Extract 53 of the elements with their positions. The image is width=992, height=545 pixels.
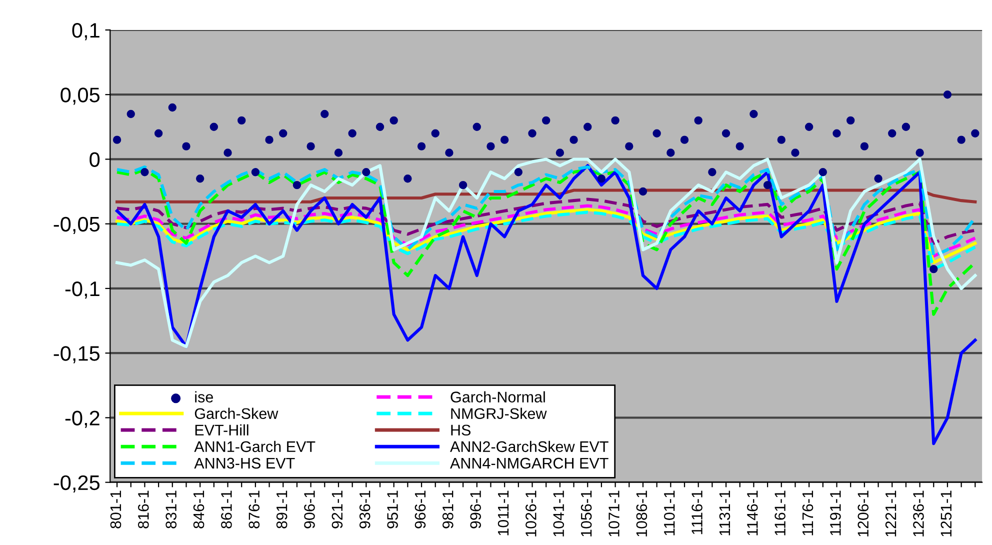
x-tick-label: 996-1 [470, 490, 481, 528]
x-tick-label: 906-1 [304, 490, 315, 528]
x-tick-label: 846-1 [193, 490, 204, 528]
legend-label: ANN3-HS EVT [194, 458, 295, 469]
y-tick-label: 0,1 [72, 22, 100, 40]
y-tick-label: 0 [90, 152, 100, 167]
x-tick-label: 1161-1 [774, 490, 786, 536]
y-tick-label: -0,2 [65, 410, 100, 428]
x-tick-label: 1206-1 [858, 490, 869, 536]
x-tick-label: 1131-1 [719, 490, 730, 536]
x-tick-label: 876-1 [248, 490, 260, 528]
x-tick-label: 1011-1 [498, 490, 509, 536]
y-tick-label: -0,25 [54, 475, 100, 493]
line-series [116, 198, 977, 245]
x-tick-label: 921-1 [332, 490, 343, 528]
legend-label: Garch-Skew [194, 408, 278, 420]
legend-label: ANN1-Garch EVT [194, 440, 316, 452]
y-tick-label: -0,05 [54, 216, 100, 234]
legend-label: ise [195, 391, 213, 402]
x-tick-label: 1071-1 [608, 490, 620, 536]
legend-label: NMGRJ-Skew [451, 408, 547, 420]
x-tick-label: 966-1 [414, 490, 426, 528]
x-tick-label: 1236-1 [913, 490, 924, 536]
x-tick-label: 1191-1 [830, 490, 841, 536]
x-tick-label: 1176-1 [802, 490, 814, 536]
x-tick-label: 1251-1 [940, 490, 952, 536]
y-tick-label: -0,1 [65, 281, 100, 299]
x-tick-label: 1056-1 [580, 490, 592, 536]
legend-label: Garch-Normal [450, 391, 545, 402]
x-tick-label: 981-1 [442, 490, 454, 528]
x-tick-label: 936-1 [359, 490, 370, 528]
line-series [116, 158, 977, 348]
x-tick-label: 1026-1 [526, 490, 536, 536]
x-tick-label: 1041-1 [553, 490, 564, 536]
x-tick-label: 816-1 [138, 490, 149, 528]
x-tick-label: 1221-1 [885, 490, 896, 536]
x-tick-label: 801-1 [110, 490, 122, 528]
x-tick-label: 951-1 [387, 490, 398, 528]
x-tick-label: 1101-1 [664, 490, 675, 536]
x-tick-label: 1116-1 [692, 490, 702, 534]
legend-label: HS [451, 424, 471, 436]
x-tick-label: 861-1 [221, 490, 232, 528]
line-series [116, 165, 977, 258]
x-tick-label: 831-1 [166, 490, 176, 528]
x-tick-label: 891-1 [276, 490, 288, 528]
x-tick-label: 1146-1 [746, 490, 758, 536]
legend-label: ANN4-NMGARCH EVT [450, 458, 608, 469]
y-tick-label: -0,15 [54, 346, 100, 364]
legend-label: ANN2-GarchSkew EVT [450, 440, 608, 452]
y-tick-label: 0,05 [60, 88, 100, 105]
line-series [116, 204, 977, 258]
legend-label: EVT-Hill [195, 424, 248, 436]
x-tick-label: 1086-1 [636, 490, 648, 536]
